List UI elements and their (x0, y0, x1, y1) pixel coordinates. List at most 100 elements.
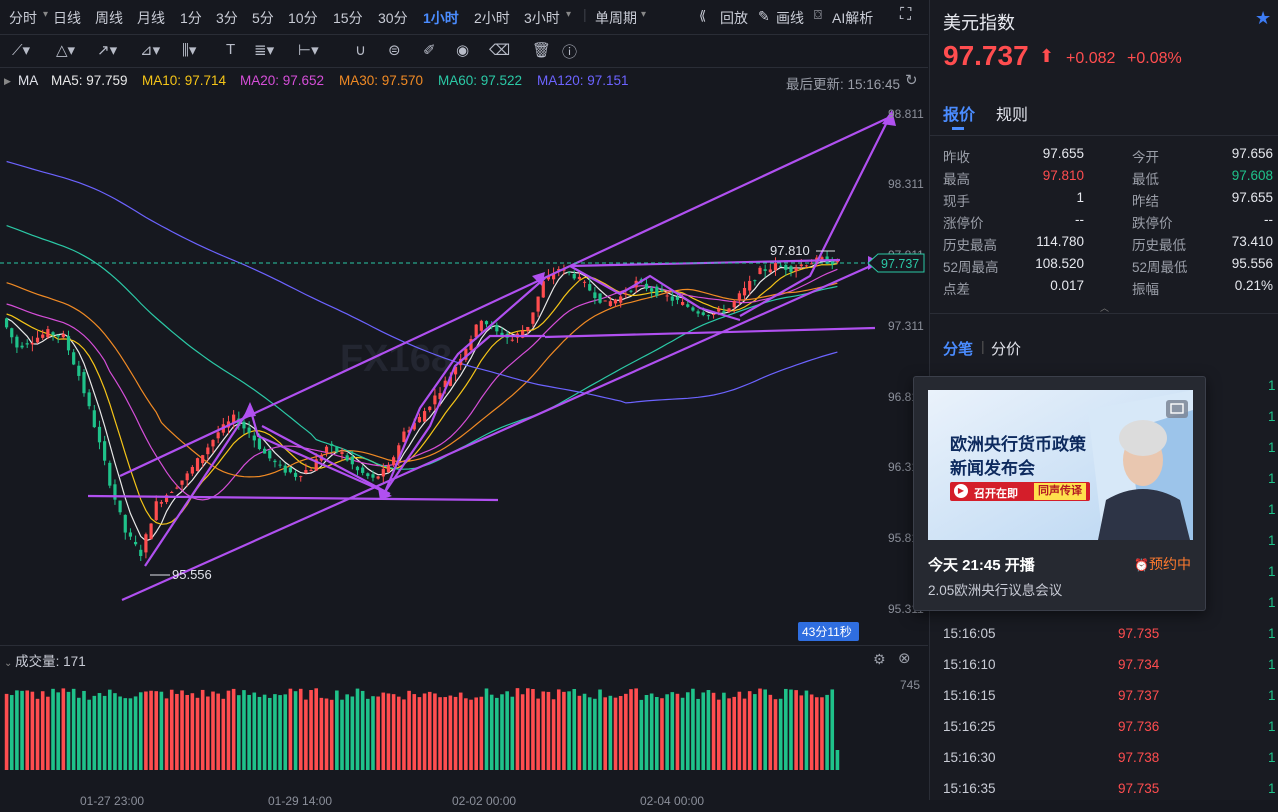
ai-icon[interactable]: ⌼ (814, 7, 822, 22)
period-tab[interactable]: 30分 (378, 10, 408, 26)
candle-body (753, 280, 757, 282)
refresh-icon[interactable]: ↻ (905, 72, 918, 89)
period-tab[interactable]: 分时 (9, 10, 37, 26)
volume-bar (510, 696, 515, 770)
polygon-tool-icon[interactable]: ⊿▾ (140, 42, 161, 59)
collapse-arrow-icon[interactable]: ︿ (1100, 303, 1110, 313)
ma60-value: MA60: 97.522 (438, 73, 523, 88)
arrow-tool-icon[interactable]: ↗▾ (97, 42, 118, 59)
quote-value: 97.608 (1231, 168, 1273, 183)
draw-line-button[interactable]: 画线 (776, 10, 804, 26)
volume-bar (453, 696, 458, 770)
period-tab[interactable]: 月线 (137, 10, 165, 26)
quote-value: 114.780 (1036, 234, 1084, 249)
candle-body (304, 469, 308, 474)
text-tool-icon[interactable]: T (226, 41, 236, 58)
candle-body (701, 312, 705, 315)
candle-body (366, 473, 370, 477)
period-tab[interactable]: 日线 (53, 10, 81, 26)
x-tick: 02-04 00:00 (640, 794, 705, 808)
volume-bar (164, 698, 169, 770)
trash-icon[interactable]: 🗑 (532, 42, 552, 59)
quote-label: 今开 (1132, 150, 1159, 165)
quote-label: 跌停价 (1132, 216, 1173, 231)
period-tab[interactable]: 2小时 (474, 10, 510, 26)
period-tab[interactable]: 3分 (216, 10, 238, 26)
replay-button[interactable]: 回放 (720, 10, 748, 26)
candle-body (681, 301, 685, 305)
volume-bar (56, 692, 60, 770)
volume-bar (190, 693, 195, 770)
fullscreen-icon[interactable]: ⛶ (900, 6, 912, 23)
trendline-tool-icon[interactable]: ⟋▾ (12, 42, 31, 59)
pen-icon[interactable]: ✎ (758, 8, 770, 24)
volume-bar (66, 691, 71, 770)
candle-body (665, 295, 669, 297)
ai-analysis-button[interactable]: AI解析 (832, 10, 874, 26)
event-banner[interactable] (928, 390, 1193, 540)
lock-drawing-icon[interactable]: ⊜ (388, 42, 401, 59)
period-tab[interactable]: 周线 (95, 10, 123, 26)
measure-tool-icon[interactable]: ⊢▾ (298, 42, 319, 59)
tab-trades[interactable]: 分笔 (943, 341, 974, 358)
tick-price: 97.735 (1118, 626, 1160, 641)
volume-bar (629, 689, 633, 770)
volume-bar (133, 696, 138, 770)
tab-quote[interactable]: 报价 (943, 107, 976, 124)
volume-bar (345, 694, 349, 770)
volume-bar (696, 698, 700, 770)
volume-bar (598, 689, 602, 770)
favorite-star-icon[interactable]: ★ (1255, 8, 1272, 28)
settings-icon[interactable]: ⚙ (873, 651, 886, 667)
tab-rules[interactable]: 规则 (996, 107, 1029, 124)
price-chart[interactable]: FX168 98.811 98.311 97.811 (0, 96, 928, 644)
volume-bar (360, 690, 365, 770)
event-popup[interactable]: 欧洲央行货币政策 新闻发布会 ▶ 召开在即 同声传译 今天 21:45 开播 ⏰… (913, 376, 1206, 611)
candle-body (546, 275, 551, 280)
period-tab[interactable]: 5分 (252, 10, 274, 26)
volume-bar (267, 697, 272, 770)
volume-bar (293, 691, 298, 770)
candle-body (314, 459, 318, 471)
candle-body (417, 416, 422, 423)
ma-label[interactable]: MA (18, 73, 39, 88)
volume-bar (541, 691, 546, 770)
period-tab-active[interactable]: 1小时 (423, 10, 459, 26)
eye-icon[interactable]: ◉ (456, 42, 470, 59)
collapse-icon[interactable]: ▶ (4, 76, 11, 86)
period-mode-select[interactable]: 单周期 (595, 10, 637, 26)
tab-by-price[interactable]: 分价 (991, 341, 1022, 358)
tick-qty: 1 (1268, 626, 1276, 641)
reserve-status[interactable]: ⏰预约中 (1134, 556, 1191, 572)
banner-badge: ▶ 召开在即 同声传译 (950, 482, 1090, 501)
magnet-icon[interactable]: ∪ (355, 42, 366, 59)
edit-drawing-icon[interactable]: ✐ (423, 42, 436, 59)
ma10-value: MA10: 97.714 (142, 73, 227, 88)
info-icon[interactable]: ⓘ (562, 44, 578, 61)
close-icon[interactable]: ⊗ (898, 650, 911, 667)
tick-qty: 1 (1268, 595, 1276, 610)
candle-body (593, 292, 597, 299)
volume-bar (262, 694, 267, 770)
tick-price: 97.738 (1118, 750, 1160, 765)
period-tab[interactable]: 10分 (288, 10, 318, 26)
replay-icon[interactable]: ⟪ (699, 8, 707, 23)
volume-bar (722, 692, 726, 770)
candle-body (794, 267, 798, 272)
ma30-value: MA30: 97.570 (339, 73, 424, 88)
period-tab[interactable]: 1分 (180, 10, 202, 26)
eraser-icon[interactable]: ⌫ (489, 42, 511, 59)
volume-bar (742, 698, 747, 770)
fib-tool-icon[interactable]: ⫼▾ (182, 42, 197, 59)
tick-qty: 1 (1268, 781, 1276, 796)
tick-time: 15:16:25 (943, 719, 996, 734)
period-tab[interactable]: 3小时 (524, 10, 560, 26)
volume-bar (778, 698, 783, 770)
note-tool-icon[interactable]: ≣▾ (254, 42, 275, 59)
volume-bar (567, 691, 571, 770)
period-tab[interactable]: 15分 (333, 10, 363, 26)
volume-bar (309, 690, 313, 770)
candle-body (717, 308, 721, 312)
volume-bar (727, 698, 731, 770)
triangle-tool-icon[interactable]: △▾ (56, 42, 76, 59)
